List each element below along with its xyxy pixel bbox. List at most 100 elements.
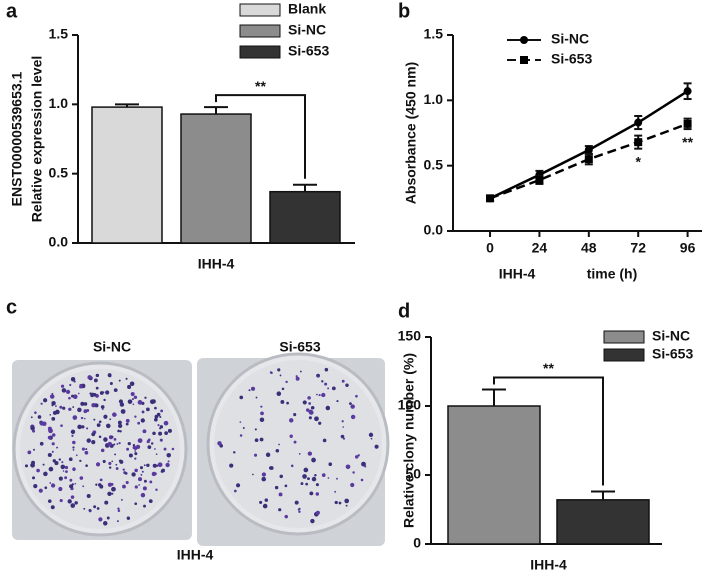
- colony: [81, 447, 85, 451]
- colony: [134, 457, 137, 460]
- colony: [100, 448, 105, 453]
- colony: [33, 483, 38, 489]
- colony: [278, 443, 280, 446]
- colony: [307, 451, 313, 456]
- colony: [93, 505, 97, 509]
- colony: [310, 518, 315, 524]
- colony: [274, 485, 279, 490]
- colony: [32, 476, 36, 480]
- colony: [275, 449, 280, 453]
- colony: [122, 484, 126, 489]
- colony: [69, 383, 72, 387]
- colony: [103, 437, 108, 442]
- colony: [307, 477, 310, 481]
- colony: [295, 375, 298, 378]
- y-axis-label: Absorbance (450 nm): [403, 62, 419, 204]
- colony: [350, 414, 356, 420]
- colony: [308, 409, 314, 415]
- colony: [316, 393, 318, 396]
- colony: [374, 444, 379, 449]
- legend-label: Blank: [288, 1, 326, 17]
- colony: [86, 408, 90, 412]
- legend-swatch: [239, 45, 281, 59]
- colony: [96, 423, 101, 428]
- marker: [634, 118, 643, 127]
- colony: [49, 413, 52, 416]
- colony: [70, 377, 76, 382]
- colony: [109, 382, 113, 386]
- colony: [36, 468, 40, 473]
- legend-label: Si-653: [652, 346, 693, 362]
- colony: [143, 464, 146, 467]
- bar: [269, 190, 341, 244]
- colony: [86, 438, 91, 443]
- colony: [134, 502, 138, 505]
- colony: [73, 469, 75, 472]
- colony: [39, 441, 44, 446]
- colony: [110, 482, 114, 486]
- colony: [286, 401, 289, 405]
- colony: [108, 461, 112, 466]
- colony: [160, 409, 164, 413]
- colony: [127, 441, 131, 446]
- colony: [64, 476, 68, 480]
- colony: [364, 465, 367, 468]
- colony: [91, 432, 96, 437]
- colony: [80, 416, 84, 420]
- colony: [325, 405, 331, 411]
- colony: [131, 472, 136, 477]
- colony: [60, 464, 66, 470]
- x-category-label: IHH-4: [198, 256, 235, 272]
- colony: [341, 379, 345, 383]
- marker: [535, 176, 544, 185]
- colony: [284, 484, 288, 488]
- colony: [134, 450, 137, 452]
- colony: [342, 437, 346, 440]
- colony: [72, 449, 75, 451]
- colony: [83, 402, 88, 406]
- legend-swatch: [603, 348, 645, 362]
- colony: [134, 415, 137, 418]
- colony: [30, 425, 35, 431]
- colony: [290, 464, 294, 468]
- colony: [67, 499, 72, 504]
- colony: [112, 412, 117, 417]
- colony: [77, 407, 82, 413]
- colony: [289, 418, 294, 423]
- colony: [95, 462, 101, 467]
- colony: [85, 464, 88, 468]
- bar: [447, 405, 541, 545]
- y-tick-label: 50: [405, 466, 421, 482]
- colony: [334, 490, 337, 493]
- colony: [248, 389, 251, 392]
- colony: [126, 516, 131, 520]
- colony: [285, 380, 288, 384]
- colony: [86, 427, 89, 430]
- colony: [68, 407, 72, 411]
- colony: [142, 429, 147, 434]
- colony: [60, 424, 63, 427]
- colony: [164, 431, 168, 435]
- colony: [159, 416, 162, 418]
- x-tick-label: 96: [680, 240, 696, 256]
- colony: [69, 478, 73, 482]
- colony: [103, 414, 108, 419]
- colony: [349, 402, 352, 406]
- colony: [233, 489, 237, 493]
- colony: [259, 437, 264, 442]
- x-axis-label: time (h): [587, 266, 638, 282]
- colony: [79, 476, 84, 480]
- y-tick-label: 1.5: [424, 26, 444, 42]
- colony: [65, 470, 68, 474]
- colony: [235, 483, 241, 488]
- colony: [117, 507, 120, 510]
- colony: [104, 500, 109, 505]
- significance-label: *: [635, 153, 641, 169]
- colony: [139, 466, 144, 470]
- colony: [279, 474, 283, 479]
- colony: [95, 373, 100, 378]
- colony: [295, 376, 300, 381]
- photo-title: Si-NC: [93, 339, 131, 355]
- colony: [308, 402, 312, 405]
- colony: [125, 418, 130, 423]
